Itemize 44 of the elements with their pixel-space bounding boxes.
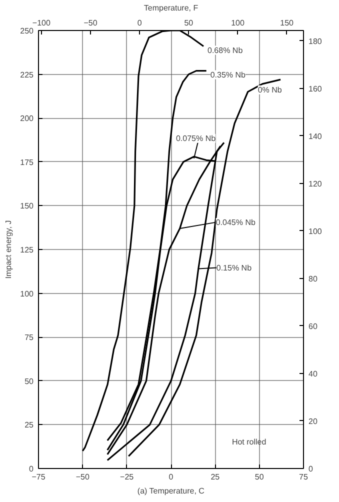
y2-tick-label: 60	[308, 322, 318, 331]
x-tick-label: 25	[210, 472, 220, 482]
y-tick-label: 150	[20, 202, 34, 211]
y2-tick-label: 140	[308, 132, 322, 141]
x-tick-label: 0	[168, 472, 174, 482]
annotation: 0.68% Nb	[208, 46, 244, 55]
annotation: 0.15% Nb	[216, 263, 252, 272]
annotation: 0.075% Nb	[176, 134, 216, 143]
x2-tick-label: 150	[280, 18, 294, 28]
y2-tick-label: 160	[308, 84, 322, 94]
annotation: 0.35% Nb	[210, 70, 246, 80]
y2-tick-label: 80	[308, 274, 318, 284]
x-tick-label: −25	[120, 472, 134, 482]
y-tick-label: 25	[24, 420, 34, 430]
y-tick-label: 0	[29, 464, 34, 474]
y-axis-title: Impact energy, J	[4, 220, 14, 279]
y-tick-label: 225	[20, 70, 34, 80]
y2-tick-label: 0	[308, 464, 314, 474]
x2-tick-label: 0	[137, 18, 142, 28]
x2-tick-label: −100	[32, 18, 52, 28]
y-tick-label: 250	[20, 26, 34, 36]
x2-tick-label: 50	[184, 18, 194, 28]
annotation: Hot rolled	[232, 438, 266, 447]
y2-tick-label: 180	[308, 36, 322, 46]
annotation: 0% Nb	[258, 85, 282, 94]
x-tick-label: 75	[299, 472, 308, 482]
y2-tick-label: 120	[308, 179, 322, 188]
y2-tick-label: 40	[308, 369, 318, 378]
x2-axis-title: Temperature, F	[144, 4, 198, 12]
y-tick-label: 100	[20, 289, 34, 298]
y-tick-label: 125	[20, 246, 34, 254]
y-tick-label: 175	[20, 158, 34, 167]
y-tick-label: 75	[24, 333, 34, 342]
y-tick-label: 200	[20, 114, 34, 124]
y2-tick-label: 20	[308, 416, 318, 426]
x-tick-label: 50	[254, 472, 264, 482]
y-tick-label: 50	[24, 376, 34, 386]
x2-tick-label: −50	[84, 18, 98, 28]
x-axis-title: (a) Temperature, C	[137, 486, 205, 496]
annotation: 0.045% Nb	[216, 218, 256, 227]
x-tick-label: −50	[76, 472, 90, 482]
y2-tick-label: 100	[308, 226, 322, 236]
x-tick-label: −75	[32, 472, 46, 482]
x2-tick-label: 100	[231, 18, 245, 28]
